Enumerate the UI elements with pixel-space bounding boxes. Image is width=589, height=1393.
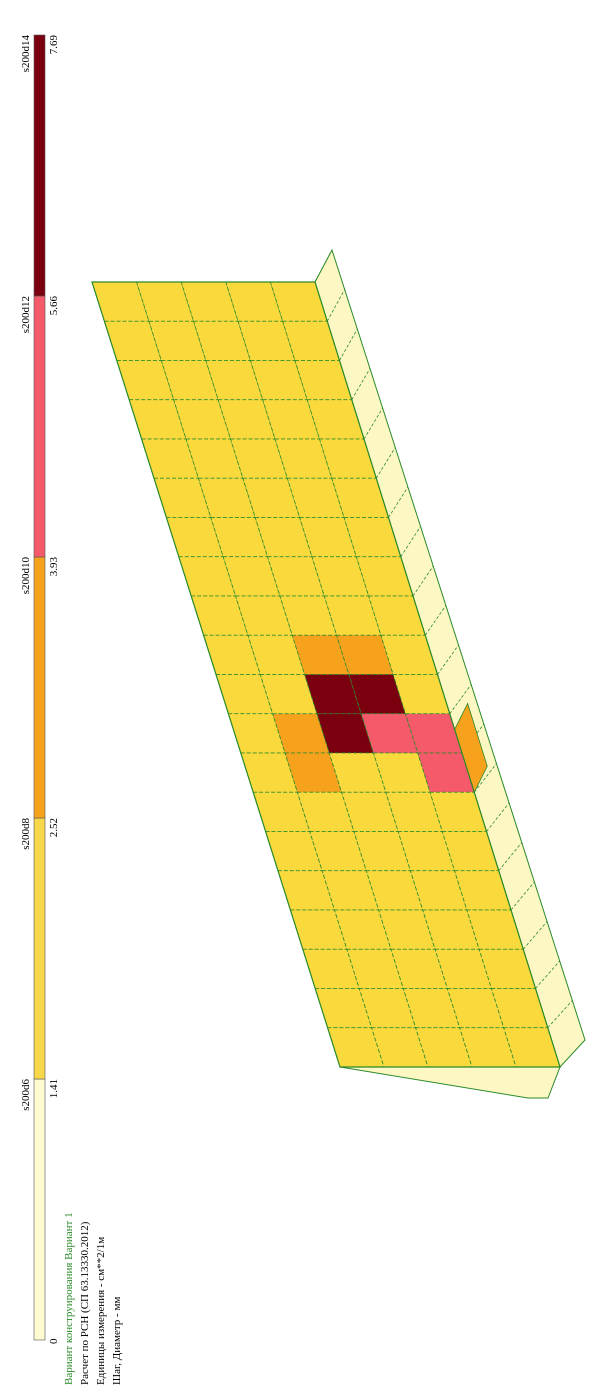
info-line: Единицы измерения - см**2/1м	[95, 1237, 107, 1385]
side-line	[510, 881, 535, 911]
legend-step: s200d8	[20, 818, 32, 850]
legend-mark: 0	[48, 1338, 60, 1344]
legend-step: s200d10	[20, 557, 32, 595]
side-line	[535, 960, 561, 989]
legend-mark: 2.52	[48, 818, 60, 837]
side-line	[375, 447, 396, 479]
legend-swatch	[33, 34, 46, 297]
side-line	[486, 802, 510, 832]
legend-mark: 7.69	[48, 35, 60, 55]
side-line	[326, 289, 346, 322]
legend-mark: 5.66	[48, 296, 60, 316]
side-line	[351, 368, 371, 400]
side-line	[449, 684, 472, 714]
side-line	[339, 328, 358, 361]
legend-swatch	[33, 556, 46, 819]
side-line	[522, 921, 548, 950]
legend-step: s200d12	[20, 296, 32, 333]
info-line: Шаг, Диаметр - мм	[111, 1297, 123, 1385]
side-line	[437, 644, 459, 675]
side-line	[388, 486, 409, 518]
legend-mark: 1.41	[48, 1079, 60, 1098]
side-line	[363, 407, 383, 440]
legend-panel: Вариант конструирования Вариант 1 Расчет…	[20, 35, 123, 1386]
side-line	[400, 526, 421, 557]
legend-step: s200d14	[20, 35, 32, 73]
legend-mark: 3.93	[48, 557, 60, 577]
plate-outline	[91, 281, 561, 1068]
info-line: Расчет по РСН (СП 63.13330.2012)	[79, 1221, 91, 1385]
legend-swatch	[33, 817, 46, 1080]
side-line	[424, 605, 447, 636]
side-line	[547, 1000, 573, 1029]
side-line	[473, 763, 497, 793]
legend-swatch	[33, 1078, 46, 1341]
side-line	[412, 565, 434, 597]
legend-step: s200d6	[20, 1079, 32, 1111]
info-title: Вариант конструирования Вариант 1	[63, 1212, 75, 1385]
side-line	[498, 842, 523, 872]
plate	[91, 248, 586, 1099]
side-line	[314, 249, 333, 283]
legend-swatch	[33, 295, 46, 558]
plate-edge	[339, 1066, 561, 1099]
